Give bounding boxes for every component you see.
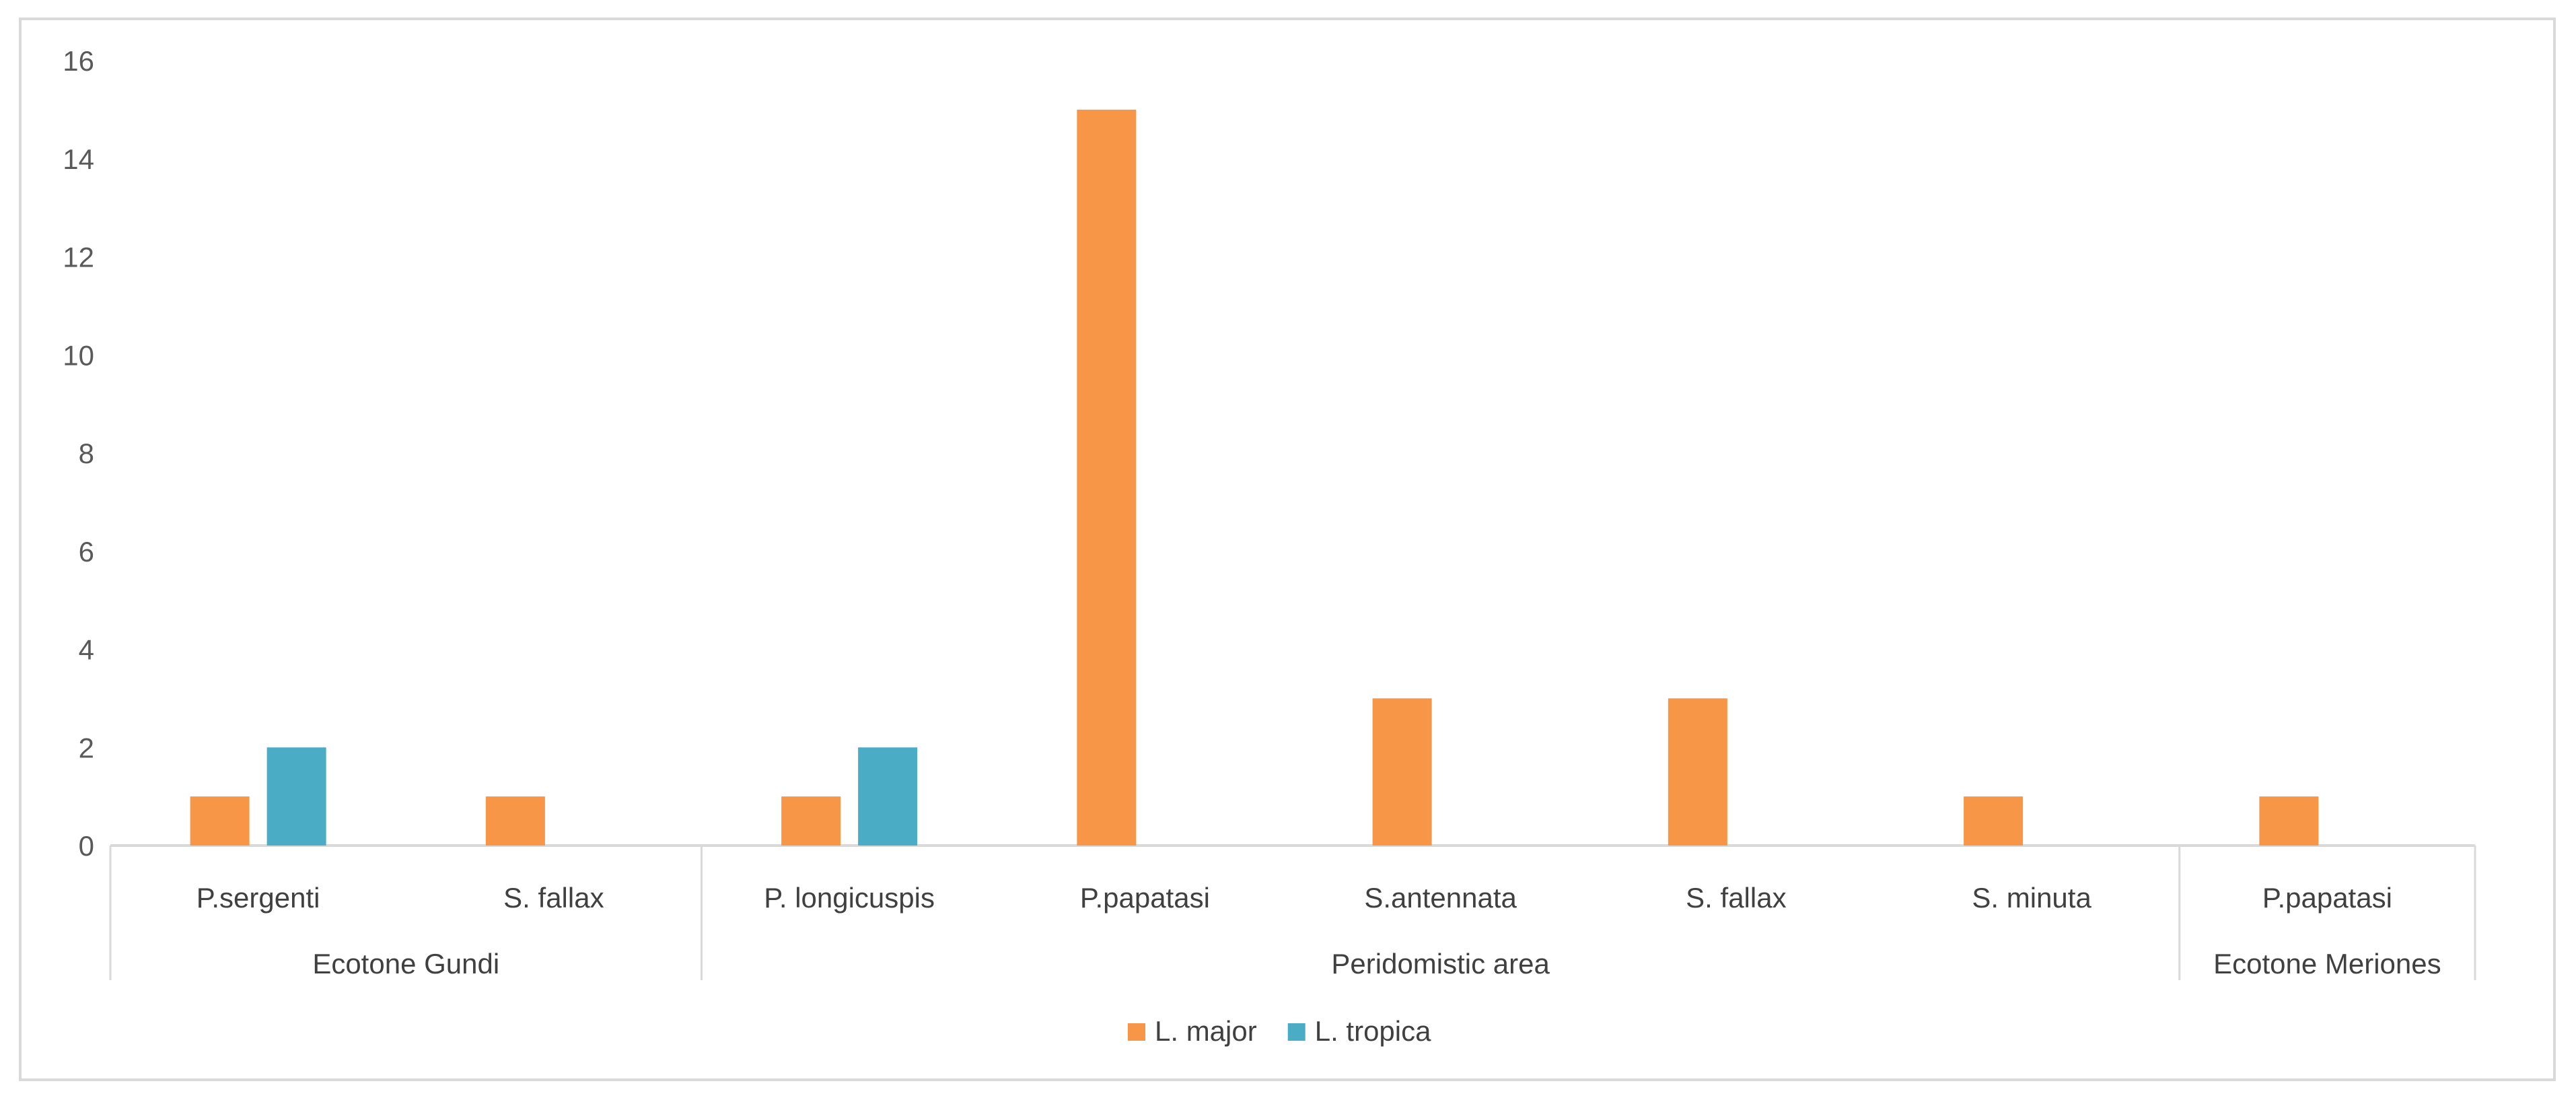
category-label: P.papatasi <box>1080 882 1210 914</box>
bar-l-major <box>190 796 250 846</box>
category-label: P. longicuspis <box>764 882 935 914</box>
bar-l-major <box>1668 698 1727 846</box>
group-label: Ecotone Meriones <box>2213 948 2441 979</box>
legend-swatch-l-major <box>1128 1023 1145 1041</box>
legend-swatch-l-tropica <box>1287 1023 1305 1041</box>
category-label: S. fallax <box>503 882 604 914</box>
y-tick-label: 10 <box>63 339 94 371</box>
bar-l-tropica <box>858 747 918 846</box>
y-tick-label: 6 <box>79 536 94 568</box>
bar-l-major <box>2259 796 2319 846</box>
category-label: P.papatasi <box>2262 882 2392 914</box>
bar-l-major <box>485 796 545 846</box>
y-tick-label: 4 <box>79 634 94 666</box>
y-tick-label: 2 <box>79 732 94 763</box>
y-tick-label: 0 <box>79 830 94 862</box>
bar-l-major <box>1077 109 1137 846</box>
y-tick-label: 12 <box>63 242 94 273</box>
group-label: Ecotone Gundi <box>312 948 499 979</box>
category-label: S. minuta <box>1972 882 2091 914</box>
y-tick-label: 16 <box>63 45 94 77</box>
bar-l-major <box>1964 796 2024 846</box>
y-tick-label: 8 <box>79 438 94 469</box>
legend-label: L. tropica <box>1315 1015 1431 1047</box>
legend-label: L. major <box>1155 1015 1257 1047</box>
bar-l-major <box>781 796 841 846</box>
category-label: P.sergenti <box>196 882 320 914</box>
bar-chart: 0 2 4 6 8 10 12 14 16 P.sergenti S. fallax P. long… <box>63 45 2476 1047</box>
y-tick-label: 14 <box>63 143 94 175</box>
chart-frame: 0 2 4 6 8 10 12 14 16 P.sergenti S. fallax P. long… <box>19 18 2556 1081</box>
category-label: S. fallax <box>1686 882 1786 914</box>
bar-l-tropica <box>266 747 326 846</box>
bar-l-major <box>1372 698 1432 846</box>
group-label: Peridomistic area <box>1331 948 1550 979</box>
category-label: S.antennata <box>1364 882 1517 914</box>
